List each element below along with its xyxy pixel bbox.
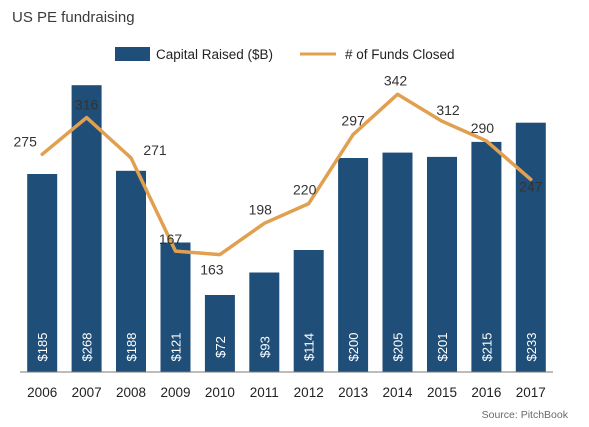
bar-2009 <box>160 242 191 372</box>
line-label-2011: 198 <box>249 201 273 217</box>
bar-label-2007: $268 <box>80 333 95 362</box>
line-label-2014: 342 <box>384 72 408 88</box>
bar-label-2010: $72 <box>213 336 228 358</box>
bar-label-2011: $93 <box>257 336 272 358</box>
x-ticks-group: 2006 2007 2008 2009 2010 2011 2012 2013 2014 2015… <box>27 385 546 400</box>
bar-label-2006: $185 <box>35 333 50 362</box>
bar-2016 <box>471 141 502 372</box>
line-group: 275 316 271 167 163 198 220 297 342 312 290 247 <box>14 72 543 277</box>
bar-2013 <box>338 158 369 372</box>
bar-label-2017: $233 <box>524 333 539 362</box>
x-tick-2017: 2017 <box>516 385 546 400</box>
source-note: Source: PitchBook <box>482 409 569 421</box>
x-tick-2016: 2016 <box>471 385 501 400</box>
line-label-2006: 275 <box>14 133 38 149</box>
x-tick-2008: 2008 <box>116 385 146 400</box>
line-label-2013: 297 <box>341 113 365 129</box>
line-label-2010: 163 <box>200 262 224 278</box>
bar-2012 <box>293 250 324 372</box>
chart-title: US PE fundraising <box>12 9 135 26</box>
line-label-2009: 167 <box>159 231 183 247</box>
bar-label-2016: $215 <box>479 333 494 362</box>
bar-2010 <box>204 295 235 372</box>
line-label-2017: 247 <box>519 178 543 194</box>
bar-2008 <box>116 170 146 372</box>
x-tick-2010: 2010 <box>205 385 235 400</box>
legend: Capital Raised ($B) # of Funds Closed <box>115 47 455 62</box>
bar-label-2009: $121 <box>169 333 184 362</box>
legend-swatch-capital <box>115 47 150 61</box>
line-label-2012: 220 <box>293 182 317 198</box>
line-label-2008: 271 <box>143 142 167 158</box>
bar-label-2013: $200 <box>346 333 361 362</box>
x-tick-2006: 2006 <box>27 385 57 400</box>
x-tick-2011: 2011 <box>250 385 279 400</box>
line-label-2015: 312 <box>436 102 460 118</box>
bar-2015 <box>427 156 457 372</box>
bar-label-2014: $205 <box>391 333 406 362</box>
bar-label-2012: $114 <box>302 333 317 361</box>
bar-2011 <box>249 272 280 372</box>
line-label-2016: 290 <box>471 120 495 136</box>
x-tick-2013: 2013 <box>338 385 368 400</box>
x-tick-2014: 2014 <box>382 385 413 400</box>
bar-2017 <box>515 122 546 372</box>
bars-group: $185 $268 $188 $121 $72 $93 $114 $200 $205 $201 $2… <box>27 85 546 372</box>
legend-label-capital: Capital Raised ($B) <box>156 47 273 62</box>
x-tick-2015: 2015 <box>427 385 457 400</box>
funds-line <box>40 92 533 257</box>
bar-2014 <box>382 152 413 372</box>
x-tick-2009: 2009 <box>160 385 190 400</box>
legend-label-funds: # of Funds Closed <box>345 47 455 62</box>
x-tick-2012: 2012 <box>294 385 324 400</box>
bar-2007 <box>71 85 102 372</box>
bar-2006 <box>27 174 58 372</box>
line-label-2007: 316 <box>75 97 99 113</box>
x-tick-2007: 2007 <box>72 385 102 400</box>
bar-label-2015: $201 <box>435 333 450 362</box>
bar-label-2008: $188 <box>124 333 139 362</box>
